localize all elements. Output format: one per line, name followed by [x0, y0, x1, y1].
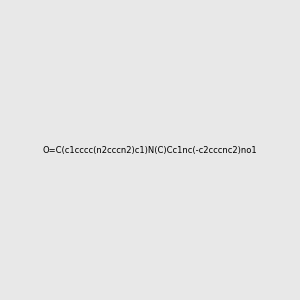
- Text: O=C(c1cccc(n2cccn2)c1)N(C)Cc1nc(-c2cccnc2)no1: O=C(c1cccc(n2cccn2)c1)N(C)Cc1nc(-c2cccnc…: [43, 146, 257, 154]
